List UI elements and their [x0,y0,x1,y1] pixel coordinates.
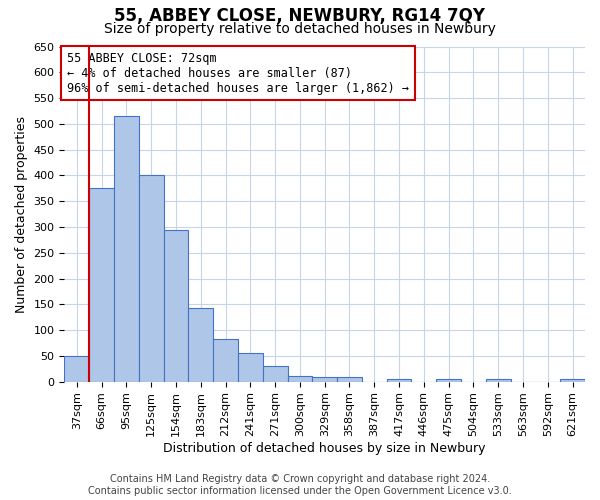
Y-axis label: Number of detached properties: Number of detached properties [15,116,28,312]
Bar [560,379,585,382]
Text: 55 ABBEY CLOSE: 72sqm
← 4% of detached houses are smaller (87)
96% of semi-detac: 55 ABBEY CLOSE: 72sqm ← 4% of detached h… [67,52,409,94]
Bar [287,376,313,382]
Text: 55, ABBEY CLOSE, NEWBURY, RG14 7QY: 55, ABBEY CLOSE, NEWBURY, RG14 7QY [115,8,485,26]
Text: Size of property relative to detached houses in Newbury: Size of property relative to detached ho… [104,22,496,36]
Bar [436,379,461,382]
Bar [89,188,114,382]
Bar [188,308,213,382]
Bar [486,379,511,382]
Bar [114,116,139,382]
Bar [386,379,412,382]
X-axis label: Distribution of detached houses by size in Newbury: Distribution of detached houses by size … [163,442,486,455]
Bar [139,176,164,382]
Bar [164,230,188,382]
Bar [263,366,287,382]
Bar [213,340,238,382]
Text: Contains HM Land Registry data © Crown copyright and database right 2024.
Contai: Contains HM Land Registry data © Crown c… [88,474,512,496]
Bar [313,376,337,382]
Bar [64,356,89,382]
Bar [337,376,362,382]
Bar [238,354,263,382]
